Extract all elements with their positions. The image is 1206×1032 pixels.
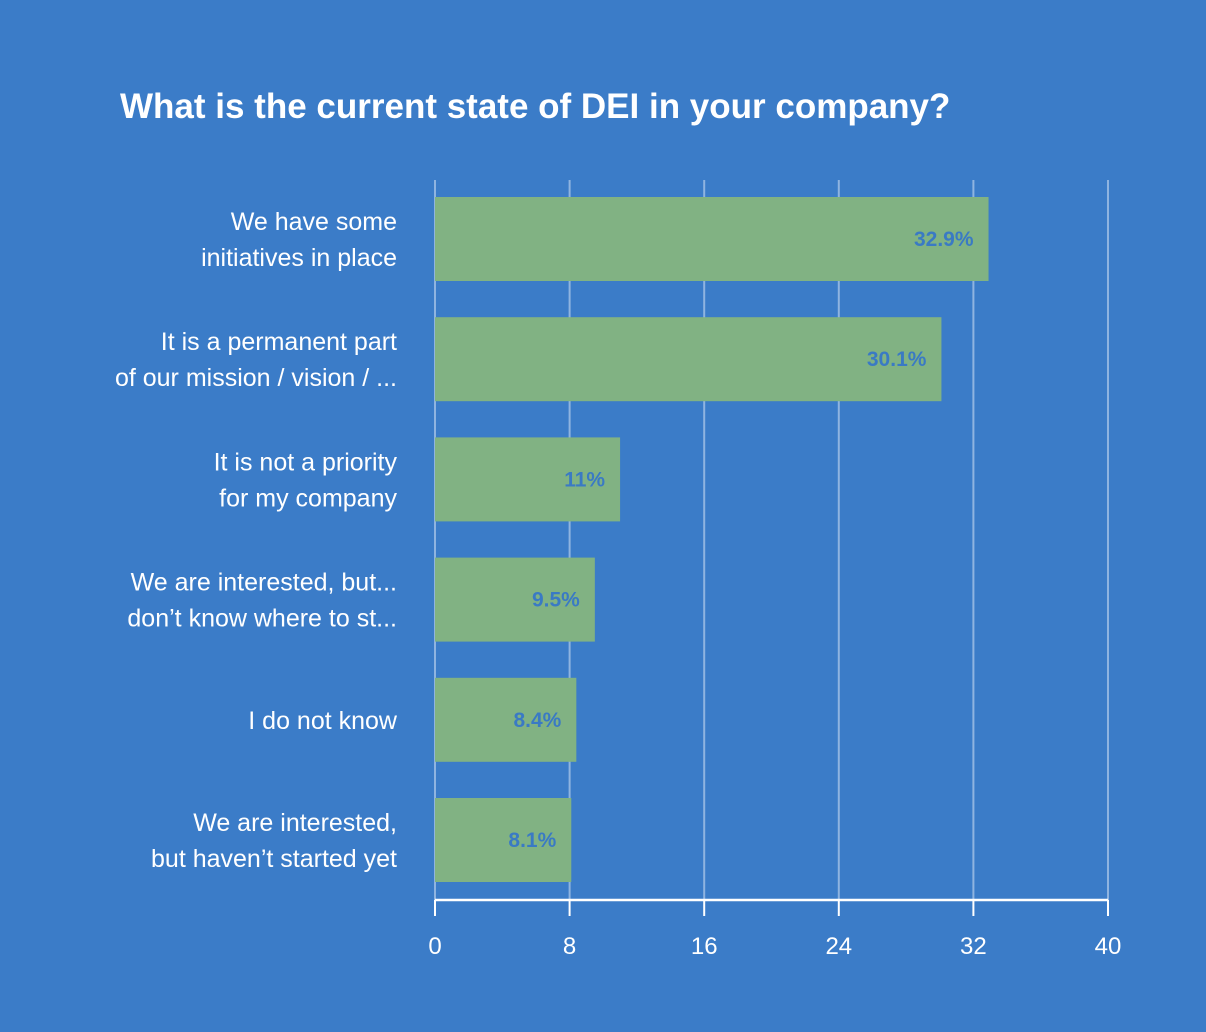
category-label: We have some initiatives in place	[201, 208, 397, 272]
x-tick-label: 8	[563, 933, 576, 960]
category-label-line: We are interested,	[193, 809, 397, 837]
category-label: It is a permanent part of our mission / v…	[115, 328, 397, 392]
category-label-line: It is a permanent part	[161, 328, 397, 356]
bar-value-label: 8.1%	[508, 829, 556, 852]
category-label-line: but haven’t started yet	[151, 845, 397, 873]
bar-value-label: 32.9%	[914, 228, 974, 251]
value-labels: 32.9% 30.1% 11% 9.5% 8.4% 8.1%	[508, 228, 973, 852]
bar	[435, 437, 621, 522]
x-tick-label: 16	[691, 933, 718, 960]
category-label: We are interested, but haven’t started ye…	[151, 809, 397, 873]
bar	[435, 798, 572, 882]
bar-value-label: 8.4%	[513, 709, 561, 732]
x-axis: 0 8 16 24 32 40	[428, 898, 1122, 960]
x-tick-label: 32	[960, 933, 987, 960]
bar	[435, 317, 942, 402]
category-label-line: don’t know where to st...	[127, 605, 397, 633]
bar-value-label: 11%	[564, 468, 605, 491]
bar-value-label: 9.5%	[532, 589, 580, 612]
bars	[435, 197, 989, 882]
x-tick-label: 24	[825, 933, 852, 960]
x-tick-label: 0	[428, 933, 441, 960]
category-label: It is not a priority for my company	[214, 448, 398, 512]
bar	[435, 677, 577, 762]
category-labels: We have some initiatives in place It is a …	[115, 208, 398, 873]
category-label-line: of our mission / vision / ...	[115, 364, 397, 392]
x-tick-label: 40	[1095, 933, 1122, 960]
category-label-line: I do not know	[248, 707, 398, 735]
grid-lines	[434, 180, 1109, 900]
category-label-line: It is not a priority	[214, 448, 398, 476]
category-label-line: initiatives in place	[201, 244, 397, 272]
category-label: I do not know	[248, 707, 398, 735]
category-label: We are interested, but... don’t know wher…	[127, 569, 397, 633]
bar-value-label: 30.1%	[867, 348, 927, 371]
bar	[435, 197, 989, 281]
chart-title: What is the current state of DEI in your…	[120, 87, 950, 126]
category-label-line: for my company	[219, 484, 397, 512]
category-label-line: We are interested, but...	[131, 569, 397, 597]
category-label-line: We have some	[231, 208, 397, 236]
bar	[435, 557, 595, 642]
